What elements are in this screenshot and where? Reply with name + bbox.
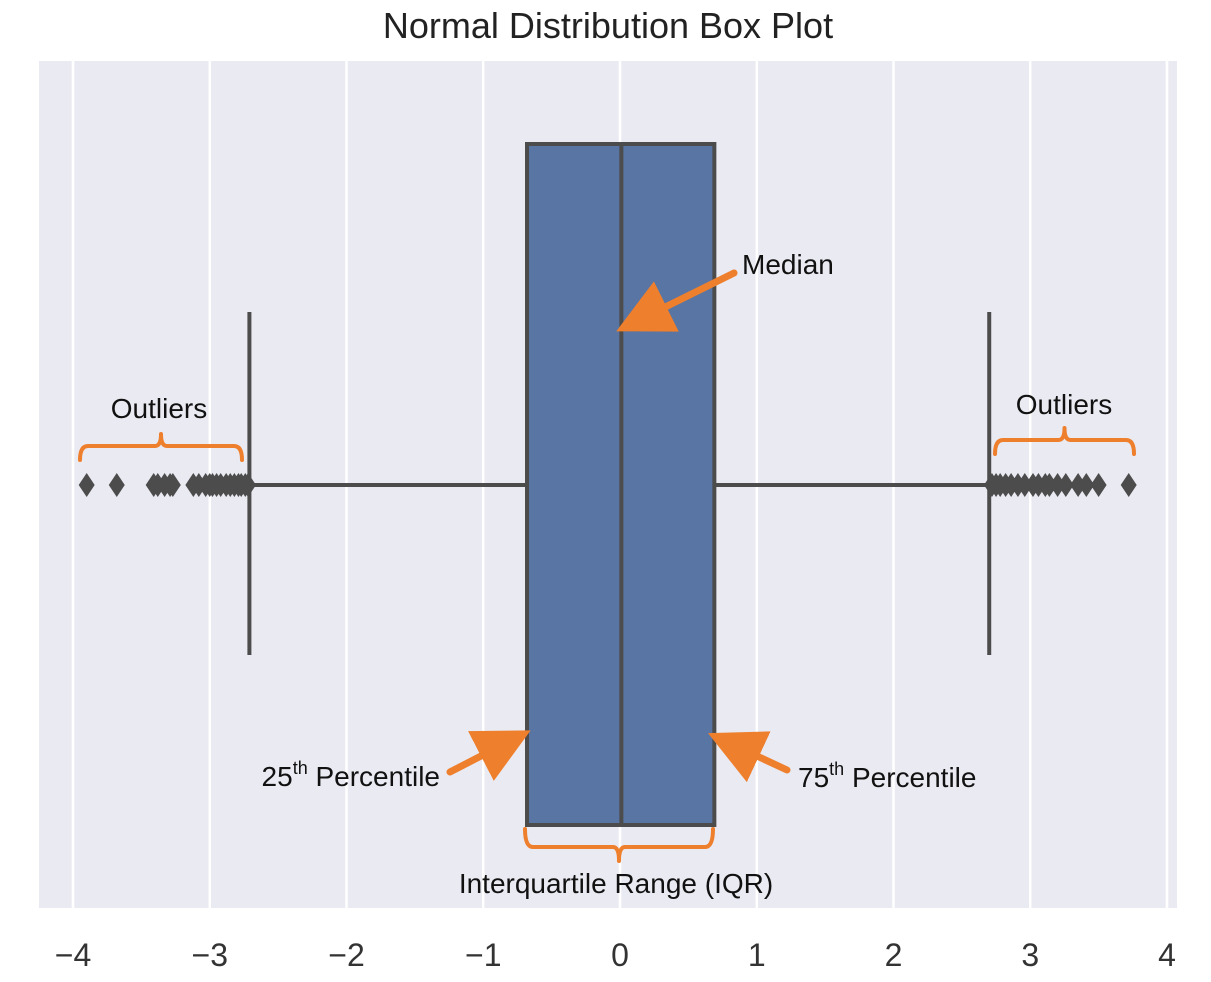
box-plot [247,142,992,827]
x-tick-label: −2 [328,937,364,973]
x-axis-ticks: −4 −3 −2 −1 0 1 2 3 4 [55,937,1176,973]
iqr-bracket [523,827,715,863]
outlier-point [1057,473,1074,497]
outlier-point [240,473,257,497]
chart-title: Normal Distribution Box Plot [383,5,833,46]
outliers-right-annotation-label: Outliers [1016,389,1112,420]
p75-text: Percentile [844,762,976,793]
p25-annotation-label: 25th Percentile [262,758,440,792]
p25-superscript: th [293,758,308,778]
outlier-points [78,473,1137,497]
x-tick-label: 1 [748,937,766,973]
x-tick-label: −3 [192,937,228,973]
x-tick-label: 3 [1021,937,1039,973]
p25-number: 25 [262,761,293,792]
x-tick-label: 2 [885,937,903,973]
outlier-point [1120,473,1137,497]
outlier-point [78,473,95,497]
x-tick-label: −1 [465,937,501,973]
outlier-point [1070,473,1087,497]
annotations: Median Outliers Outliers 25th Percentile… [78,249,1136,899]
p75-annotation-label: 75th Percentile [798,759,976,793]
p25-text: Percentile [308,761,440,792]
iqr-annotation-label: Interquartile Range (IQR) [459,868,773,899]
outliers-right-bracket [993,426,1136,456]
x-tick-label: −4 [55,937,91,973]
p75-number: 75 [798,762,829,793]
median-arrow [616,269,738,332]
outlier-point [164,473,181,497]
outlier-point [1041,473,1058,497]
median-annotation-label: Median [742,249,834,280]
p75-arrow [707,731,791,783]
p75-superscript: th [829,759,844,779]
x-tick-label: 4 [1158,937,1176,973]
outliers-left-bracket [78,432,244,462]
outlier-point [108,473,125,497]
p25-arrow [446,730,531,781]
outliers-left-annotation-label: Outliers [111,393,207,424]
outlier-point [1078,473,1095,497]
outlier-point [1090,473,1107,497]
outlier-point [1049,473,1066,497]
outlier-point [1016,473,1033,497]
x-tick-label: 0 [611,937,629,973]
